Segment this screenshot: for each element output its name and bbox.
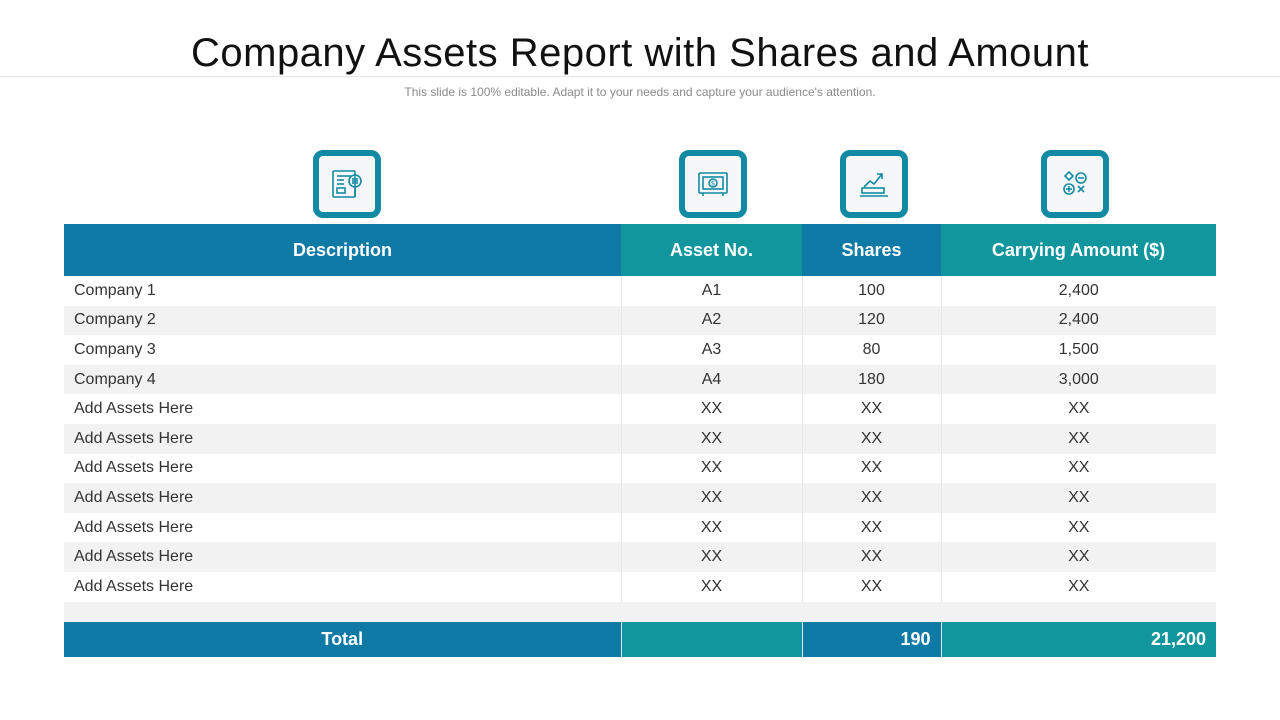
cell-description: Company 4 [64, 364, 621, 395]
cell-amount: XX [940, 571, 1216, 602]
cell-shares: 100 [801, 276, 941, 306]
cell-amount: XX [940, 394, 1216, 424]
cell-amount: XX [940, 453, 1216, 484]
total-amount: 21,200 [940, 621, 1216, 657]
table-row: Add Assets Here XX XX XX [64, 453, 1216, 484]
math-symbols-icon [1041, 150, 1109, 218]
cell-amount: XX [940, 483, 1216, 513]
cell-description: Add Assets Here [64, 483, 621, 513]
cell-description: Add Assets Here [64, 453, 621, 484]
growth-chart-icon [840, 150, 908, 218]
cell-amount: XX [940, 423, 1216, 454]
cell-description: Add Assets Here [64, 394, 621, 424]
spacer-row [64, 601, 1216, 622]
table-row: Company 4 A4 180 3,000 [64, 364, 1216, 395]
assets-table: Description Asset No. Shares Carrying Am… [64, 224, 1216, 657]
cell-amount: 3,000 [940, 364, 1216, 395]
cell-asset-no: XX [620, 394, 802, 424]
cell-asset-no: XX [620, 483, 802, 513]
svg-text:$: $ [711, 180, 715, 188]
header-shares: Shares [802, 224, 941, 276]
cell-asset-no: XX [620, 423, 802, 454]
cell-asset-no: A3 [620, 335, 802, 365]
table-row: Company 2 A2 120 2,400 [64, 305, 1216, 336]
cell-shares: 180 [801, 364, 941, 395]
cell-amount: 2,400 [940, 276, 1216, 306]
table-row: Company 3 A3 80 1,500 [64, 335, 1216, 365]
cell-asset-no: A2 [620, 305, 802, 336]
cell-asset-no: A1 [620, 276, 802, 306]
page-subtitle: This slide is 100% editable. Adapt it to… [404, 85, 876, 99]
money-safe-icon: $ [679, 150, 747, 218]
cell-amount: 2,400 [940, 305, 1216, 336]
page-title: Company Assets Report with Shares and Am… [190, 31, 1089, 75]
total-asset-no [620, 621, 802, 657]
header-carrying-amount: Carrying Amount ($) [941, 224, 1216, 276]
cell-description: Add Assets Here [64, 423, 621, 454]
table-row: Add Assets Here XX XX XX [64, 423, 1216, 454]
cell-description: Company 1 [64, 276, 621, 306]
cell-description: Add Assets Here [64, 542, 621, 572]
cell-amount: XX [940, 542, 1216, 572]
cell-shares: 80 [801, 335, 941, 365]
cell-description: Company 3 [64, 335, 621, 365]
newspaper-icon [313, 150, 381, 218]
header-asset-no: Asset No. [621, 224, 802, 276]
cell-description: Company 2 [64, 305, 621, 336]
cell-description: Add Assets Here [64, 512, 621, 543]
cell-shares: XX [801, 483, 941, 513]
cell-shares: XX [801, 542, 941, 572]
cell-amount: 1,500 [940, 335, 1216, 365]
table-row: Company 1 A1 100 2,400 [64, 276, 1216, 306]
cell-shares: XX [801, 453, 941, 484]
table-row: Add Assets Here XX XX XX [64, 512, 1216, 543]
cell-asset-no: A4 [620, 364, 802, 395]
cell-shares: XX [801, 423, 941, 454]
title-divider [0, 76, 1280, 77]
header-description: Description [64, 224, 621, 276]
cell-shares: XX [801, 571, 941, 602]
table-header-row: Description Asset No. Shares Carrying Am… [64, 224, 1216, 276]
table-row: Add Assets Here XX XX XX [64, 394, 1216, 424]
cell-shares: XX [801, 394, 941, 424]
total-shares: 190 [801, 621, 941, 657]
total-row: Total 190 21,200 [64, 621, 1216, 657]
total-label: Total [64, 621, 621, 657]
cell-shares: XX [801, 512, 941, 543]
cell-asset-no: XX [620, 542, 802, 572]
table-row: Add Assets Here XX XX XX [64, 542, 1216, 572]
table-row: Add Assets Here XX XX XX [64, 483, 1216, 513]
cell-asset-no: XX [620, 453, 802, 484]
table-row: Add Assets Here XX XX XX [64, 571, 1216, 602]
cell-asset-no: XX [620, 512, 802, 543]
cell-description: Add Assets Here [64, 571, 621, 602]
cell-amount: XX [940, 512, 1216, 543]
cell-asset-no: XX [620, 571, 802, 602]
cell-shares: 120 [801, 305, 941, 336]
